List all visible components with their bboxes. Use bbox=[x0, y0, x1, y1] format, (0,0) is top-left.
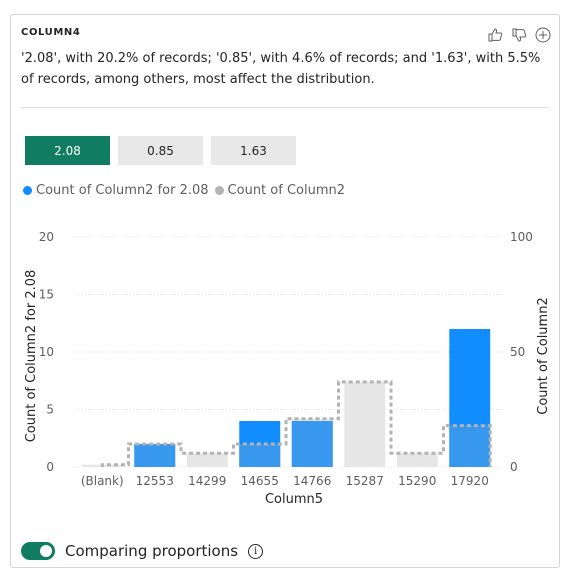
legend-item-total: Count of Column2 bbox=[214, 183, 346, 198]
column-chart: 0 5 10 15 20 0 50 100 (Blank) 12553 14299 14655 1476… bbox=[24, 230, 551, 507]
card-title: COLUMN4 bbox=[21, 27, 81, 38]
comparing-proportions-toggle[interactable] bbox=[21, 542, 55, 560]
bar-total bbox=[344, 381, 386, 467]
key-influencers-card: COLUMN4 '2.08', with 20.2% of records; '… bbox=[10, 14, 560, 568]
comparing-proportions-row: Comparing proportions i bbox=[21, 542, 264, 560]
x-tick-label: 17920 bbox=[451, 474, 489, 488]
info-icon[interactable]: i bbox=[248, 543, 264, 559]
y2-tick-label: 0 bbox=[510, 460, 518, 474]
add-circle-icon[interactable] bbox=[533, 25, 553, 45]
legend-label-total: Count of Column2 bbox=[227, 183, 346, 198]
y-tick-label: 15 bbox=[39, 288, 54, 302]
x-tick-label: 15290 bbox=[398, 474, 436, 488]
bar-overlap bbox=[291, 421, 333, 467]
legend-item-filtered: Count of Column2 for 2.08 bbox=[23, 183, 209, 198]
influencer-summary: '2.08', with 20.2% of records; '0.85', w… bbox=[21, 51, 541, 87]
y-tick-label: 10 bbox=[39, 345, 54, 359]
bar-overlap bbox=[134, 444, 176, 467]
tab-1-63[interactable]: 1.63 bbox=[211, 136, 296, 165]
legend-label-filtered: Count of Column2 for 2.08 bbox=[36, 183, 209, 198]
thumbs-up-icon[interactable] bbox=[485, 25, 505, 45]
y2-axis-title: Count of Column2 bbox=[536, 297, 551, 414]
total-outline bbox=[100, 380, 492, 467]
y-tick-label: 20 bbox=[39, 230, 54, 244]
y-axis-title: Count of Column2 for 2.08 bbox=[24, 270, 39, 443]
bar-overlap bbox=[239, 444, 281, 467]
x-tick-label: (Blank) bbox=[81, 474, 124, 488]
legend-dot-filtered bbox=[23, 186, 32, 195]
x-tick-label: 12553 bbox=[136, 474, 174, 488]
chart-legend: Count of Column2 for 2.08 Count of Colum… bbox=[23, 183, 345, 198]
tab-2-08[interactable]: 2.08 bbox=[25, 136, 110, 165]
value-tabs: 2.08 0.85 1.63 bbox=[25, 136, 296, 165]
y2-tick-label: 100 bbox=[510, 230, 533, 244]
x-tick-label: 14766 bbox=[293, 474, 331, 488]
thumbs-down-icon[interactable] bbox=[509, 25, 529, 45]
bar-overlap bbox=[449, 425, 491, 467]
y-tick-label: 5 bbox=[46, 403, 54, 417]
x-tick-label: 15287 bbox=[346, 474, 384, 488]
divider bbox=[21, 107, 549, 108]
card-actions bbox=[485, 25, 553, 45]
x-axis-title: Column5 bbox=[265, 492, 323, 507]
tab-0-85[interactable]: 0.85 bbox=[118, 136, 203, 165]
x-tick-label: 14655 bbox=[241, 474, 279, 488]
x-tick-label: 14299 bbox=[188, 474, 226, 488]
bar-total bbox=[186, 453, 228, 467]
bar-total bbox=[396, 453, 438, 467]
legend-dot-total bbox=[214, 186, 224, 195]
y2-tick-label: 50 bbox=[510, 345, 525, 359]
y-tick-label: 0 bbox=[46, 460, 54, 474]
comparing-proportions-label: Comparing proportions bbox=[65, 542, 239, 560]
